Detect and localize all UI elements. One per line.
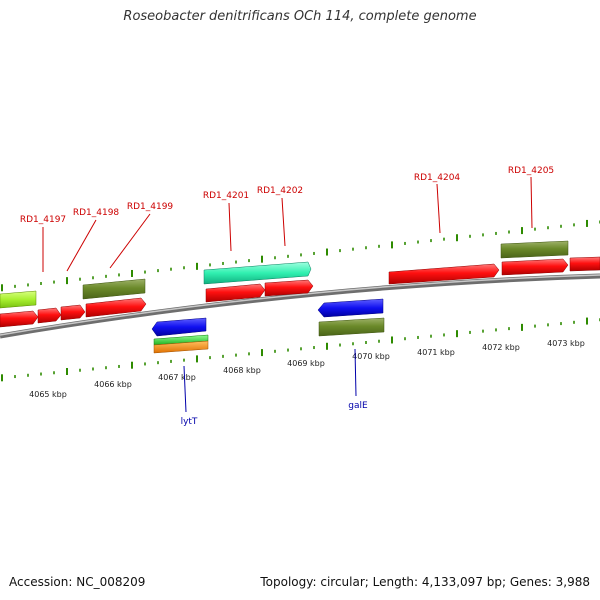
upper-tick-track	[1, 219, 600, 292]
label-leader-line	[281, 197, 286, 247]
gene-label[interactable]: RD1_4198	[73, 208, 120, 218]
axis-labels: 4065 kbp 4066 kbp 4067 kbp 4068 kbp 4069…	[29, 339, 585, 399]
label-leader-line	[530, 176, 533, 229]
gene-label[interactable]: RD1_4202	[257, 186, 303, 196]
gene-feature[interactable]	[569, 256, 600, 272]
label-leader-line	[436, 183, 441, 234]
gene-feature[interactable]	[500, 240, 569, 259]
axis-tick-label: 4072 kbp	[482, 343, 520, 352]
gene-label[interactable]: galE	[348, 401, 368, 411]
gene-feature[interactable]	[82, 278, 146, 300]
gene-labels-bottom: lytT galE	[181, 348, 368, 427]
gene-feature[interactable]	[60, 304, 86, 321]
gene-labels-top: RD1_4197 RD1_4198 RD1_4199 RD1_4201 RD1_…	[20, 166, 554, 272]
genome-backbone	[0, 273, 600, 339]
gene-feature[interactable]	[85, 297, 147, 318]
label-leader-line	[66, 219, 97, 272]
gene-label[interactable]: RD1_4204	[414, 173, 461, 183]
gene-feature[interactable]	[318, 317, 385, 337]
gene-label[interactable]: RD1_4201	[203, 191, 249, 201]
label-leader-line	[183, 365, 187, 413]
gene-feature[interactable]	[37, 307, 62, 324]
genome-backbone-highlight	[0, 274, 600, 336]
gene-feature[interactable]	[205, 283, 266, 303]
gene-feature[interactable]	[0, 290, 37, 309]
reverse-strand	[151, 298, 385, 354]
label-leader-line	[228, 202, 232, 252]
gene-label[interactable]: RD1_4205	[508, 166, 554, 176]
gene-label[interactable]: lytT	[181, 417, 198, 427]
gene-label[interactable]: RD1_4199	[127, 202, 174, 212]
axis-tick-label: 4073 kbp	[547, 339, 585, 348]
genome-title: Roseobacter denitrificans OCh 114, compl…	[123, 9, 477, 24]
gene-feature[interactable]	[317, 298, 384, 318]
gene-feature[interactable]	[388, 263, 500, 285]
accession-text: Accession: NC_008209	[9, 575, 146, 589]
forward-strand-outer	[0, 240, 569, 309]
gene-feature[interactable]	[0, 310, 39, 328]
axis-tick-label: 4065 kbp	[29, 390, 67, 399]
axis-tick-label: 4071 kbp	[417, 348, 455, 357]
gene-feature[interactable]	[203, 261, 312, 285]
gene-feature[interactable]	[153, 340, 209, 354]
axis-tick-label: 4067 kbp	[158, 373, 196, 382]
gene-label[interactable]: RD1_4197	[20, 215, 66, 225]
forward-strand-inner	[0, 256, 600, 328]
axis-tick-label: 4069 kbp	[287, 359, 325, 368]
gene-feature[interactable]	[264, 279, 314, 297]
gene-feature[interactable]	[501, 258, 569, 276]
gene-feature[interactable]	[151, 317, 207, 337]
genome-summary-text: Topology: circular; Length: 4,133,097 bp…	[260, 575, 590, 589]
lower-tick-track	[1, 317, 600, 382]
axis-tick-label: 4066 kbp	[94, 380, 132, 389]
axis-tick-label: 4068 kbp	[223, 366, 261, 375]
axis-tick-label: 4070 kbp	[352, 352, 390, 361]
label-leader-line	[354, 348, 357, 397]
label-leader-line	[109, 213, 151, 269]
